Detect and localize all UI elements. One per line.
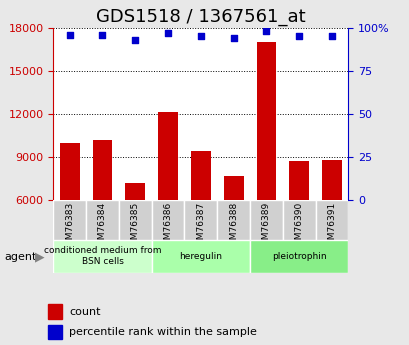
Point [66, 32, 73, 37]
Text: GSM76386: GSM76386 [163, 202, 172, 252]
Point [263, 28, 269, 34]
FancyBboxPatch shape [282, 200, 315, 240]
Text: ▶: ▶ [35, 250, 44, 264]
Text: conditioned medium from
BSN cells: conditioned medium from BSN cells [44, 246, 161, 266]
Text: GSM76390: GSM76390 [294, 202, 303, 252]
Text: GSM76383: GSM76383 [65, 202, 74, 252]
Text: heregulin: heregulin [179, 252, 222, 261]
Bar [223, 176, 243, 286]
Bar [60, 142, 79, 286]
Text: count: count [69, 307, 100, 317]
Bar [48, 325, 62, 339]
Text: GSM76389: GSM76389 [261, 202, 270, 252]
Title: GDS1518 / 1367561_at: GDS1518 / 1367561_at [96, 8, 305, 26]
Text: GSM76385: GSM76385 [130, 202, 139, 252]
FancyBboxPatch shape [119, 200, 151, 240]
Text: pleiotrophin: pleiotrophin [271, 252, 326, 261]
FancyBboxPatch shape [217, 200, 249, 240]
Point [164, 30, 171, 36]
Point [197, 33, 204, 39]
Bar [92, 140, 112, 286]
Point [295, 33, 302, 39]
Point [230, 35, 236, 41]
Text: percentile rank within the sample: percentile rank within the sample [69, 327, 256, 337]
Bar [48, 304, 62, 319]
Bar [191, 151, 210, 286]
FancyBboxPatch shape [315, 200, 348, 240]
FancyBboxPatch shape [151, 240, 249, 273]
FancyBboxPatch shape [249, 200, 282, 240]
Bar [289, 161, 308, 286]
FancyBboxPatch shape [86, 200, 119, 240]
Text: agent: agent [4, 252, 36, 262]
FancyBboxPatch shape [249, 240, 348, 273]
Text: GSM76387: GSM76387 [196, 202, 205, 252]
Text: GSM76388: GSM76388 [229, 202, 238, 252]
Bar [125, 183, 145, 286]
Point [99, 32, 106, 37]
FancyBboxPatch shape [53, 200, 86, 240]
FancyBboxPatch shape [151, 200, 184, 240]
FancyBboxPatch shape [184, 200, 217, 240]
Bar [256, 42, 276, 286]
Point [328, 33, 335, 39]
Bar [158, 112, 178, 286]
FancyBboxPatch shape [53, 240, 151, 273]
Bar [321, 160, 341, 286]
Text: GSM76384: GSM76384 [98, 202, 107, 251]
Text: GSM76391: GSM76391 [327, 202, 336, 252]
Point [132, 37, 138, 42]
